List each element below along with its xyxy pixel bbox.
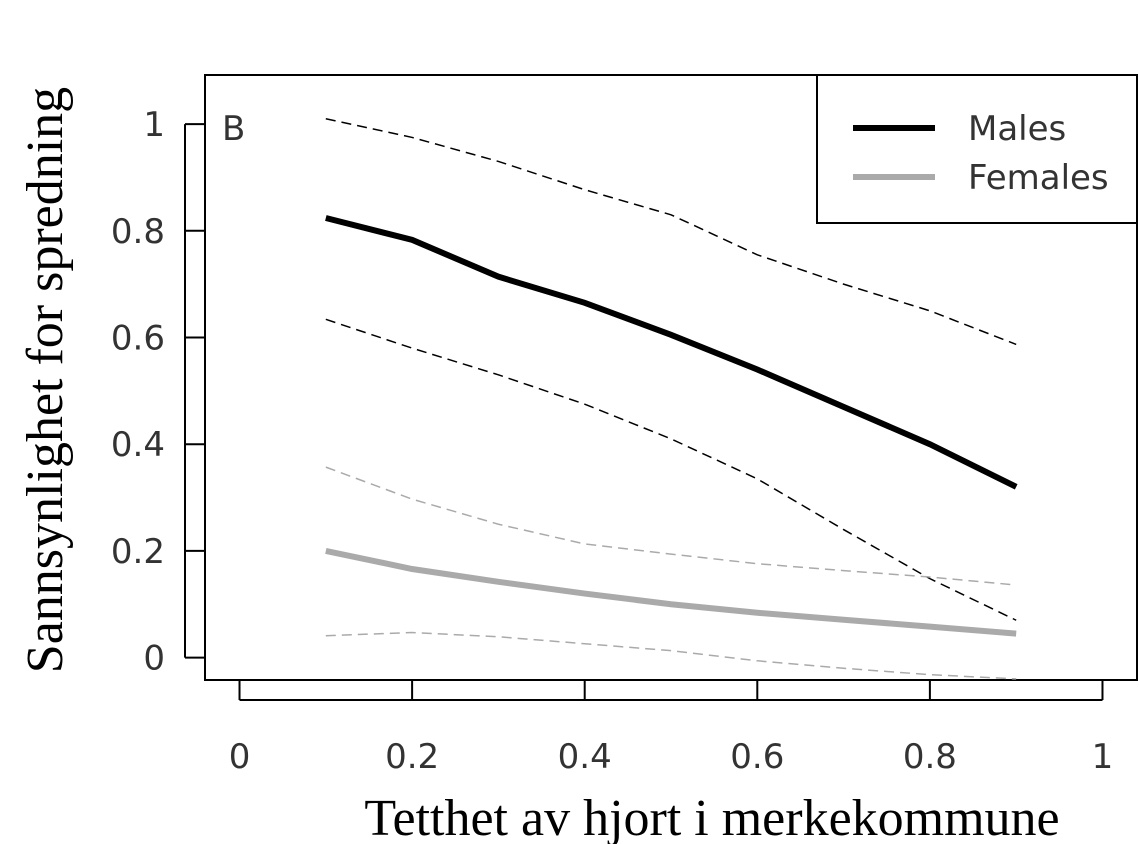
x-tick-label: 0.8 — [903, 737, 957, 777]
confidence-line — [325, 466, 1017, 586]
x-tick-label: 1 — [1092, 737, 1114, 777]
y-tick-label: 0.6 — [111, 318, 165, 358]
legend-label: Males — [968, 109, 1066, 149]
series-line — [325, 215, 1018, 490]
x-axis-label: Tetthet av hjort i merkekommune — [364, 790, 1059, 844]
series-line — [325, 547, 1017, 637]
x-tick-label: 0.4 — [558, 737, 612, 777]
y-tick-label: 0.4 — [111, 425, 165, 465]
x-tick-label: 0.2 — [385, 737, 439, 777]
y-axis-label: Sannsynlighet for spredning — [17, 87, 74, 673]
confidence-line — [325, 318, 1017, 621]
legend-box — [816, 74, 1138, 224]
y-tick-label: 0.8 — [111, 212, 165, 252]
plot-frame — [204, 74, 1138, 681]
legend-label: Females — [968, 158, 1109, 198]
panel-annotation: B — [222, 109, 245, 149]
x-tick-label: 0 — [229, 737, 251, 777]
confidence-line — [325, 118, 1017, 346]
x-tick-label: 0.6 — [730, 737, 784, 777]
y-tick-label: 1 — [143, 105, 165, 145]
y-tick-label: 0 — [143, 639, 165, 679]
confidence-line — [325, 631, 1017, 680]
y-tick-label: 0.2 — [111, 532, 165, 572]
